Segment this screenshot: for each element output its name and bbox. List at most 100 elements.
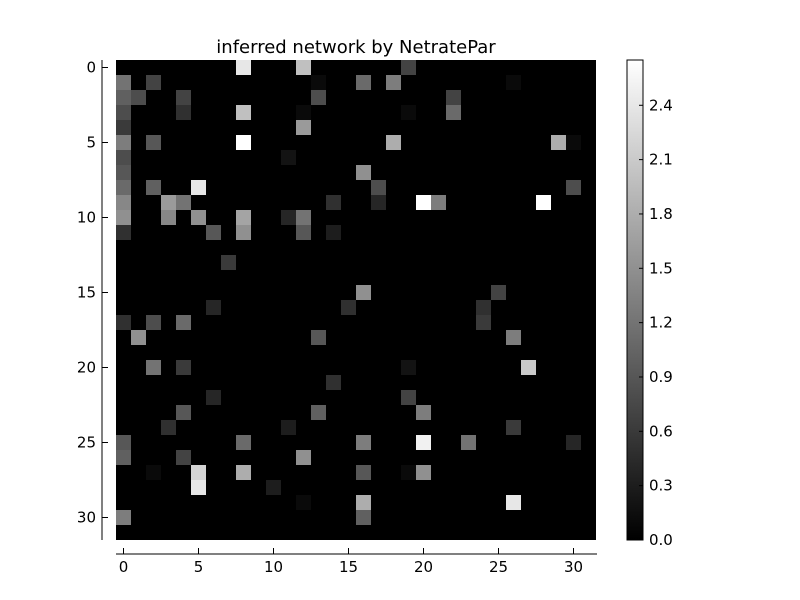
heatmap-cell (296, 225, 311, 240)
heatmap-cell (131, 330, 146, 345)
y-tick-label: 0 (86, 59, 96, 77)
heatmap-cell (146, 360, 161, 375)
heatmap-cell (296, 60, 311, 75)
x-tick-label: 0 (119, 558, 129, 576)
heatmap-cell (116, 90, 131, 105)
heatmap-cell (506, 420, 521, 435)
y-tick-label: 30 (77, 509, 96, 527)
x-tick-label: 10 (264, 558, 283, 576)
heatmap-cell (326, 225, 341, 240)
heatmap-cell (236, 465, 251, 480)
heatmap-cell (206, 390, 221, 405)
heatmap-cell (341, 300, 356, 315)
heatmap-cell (536, 195, 551, 210)
x-tick-label: 5 (194, 558, 204, 576)
heatmap-cell (311, 90, 326, 105)
heatmap-cell (116, 75, 131, 90)
y-axis-ticks: 0 5 10 15 20 25 30 (77, 59, 108, 527)
heatmap-cell (401, 105, 416, 120)
heatmap-plot (116, 60, 596, 540)
heatmap-cell (116, 435, 131, 450)
heatmap-cell (176, 315, 191, 330)
colorbar-tick-label: 1.2 (649, 314, 673, 332)
heatmap-cell (521, 360, 536, 375)
heatmap-cell (566, 135, 581, 150)
heatmap-cell (236, 105, 251, 120)
heatmap-cell (161, 210, 176, 225)
heatmap-cell (416, 195, 431, 210)
heatmap-cells (116, 60, 581, 525)
y-tick-label: 20 (77, 359, 96, 377)
heatmap-cell (476, 300, 491, 315)
heatmap-cell (116, 510, 131, 525)
heatmap-cell (401, 465, 416, 480)
heatmap-cell (161, 195, 176, 210)
heatmap-cell (371, 180, 386, 195)
heatmap-cell (566, 435, 581, 450)
heatmap-cell (131, 90, 146, 105)
heatmap-cell (116, 165, 131, 180)
heatmap-cell (236, 60, 251, 75)
heatmap-cell (296, 210, 311, 225)
y-tick-label: 15 (77, 284, 96, 302)
colorbar-tick-label: 1.8 (649, 205, 673, 223)
heatmap-cell (116, 225, 131, 240)
heatmap-cell (326, 195, 341, 210)
colorbar-tick-label: 0.9 (649, 368, 673, 386)
heatmap-cell (191, 210, 206, 225)
heatmap-cell (416, 405, 431, 420)
heatmap-cell (176, 405, 191, 420)
colorbar-tick-label: 0.0 (649, 531, 673, 549)
heatmap-cell (176, 105, 191, 120)
heatmap-cell (311, 405, 326, 420)
heatmap-cell (236, 210, 251, 225)
heatmap-cell (281, 420, 296, 435)
colorbar-tick-label: 2.4 (649, 96, 673, 114)
heatmap-cell (146, 135, 161, 150)
colorbar-tick-label: 2.1 (649, 151, 673, 169)
heatmap-cell (281, 150, 296, 165)
heatmap-cell (236, 135, 251, 150)
heatmap-cell (356, 165, 371, 180)
heatmap-cell (146, 75, 161, 90)
heatmap-cell (356, 285, 371, 300)
heatmap-cell (116, 150, 131, 165)
colorbar-tick-label: 1.5 (649, 259, 673, 277)
heatmap-cell (161, 420, 176, 435)
heatmap-cell (506, 330, 521, 345)
heatmap-cell (116, 315, 131, 330)
heatmap-cell (491, 285, 506, 300)
heatmap-cell (296, 450, 311, 465)
heatmap-cell (371, 195, 386, 210)
y-tick-label: 25 (77, 434, 96, 452)
heatmap-cell (446, 105, 461, 120)
y-tick-label: 5 (86, 134, 96, 152)
heatmap-cell (356, 465, 371, 480)
axes (101, 60, 597, 555)
heatmap-cell (266, 480, 281, 495)
heatmap-cell (146, 315, 161, 330)
x-tick-label: 30 (564, 558, 583, 576)
heatmap-cell (356, 75, 371, 90)
heatmap-cell (551, 135, 566, 150)
x-tick-label: 15 (339, 558, 358, 576)
heatmap-cell (176, 195, 191, 210)
heatmap-cell (386, 75, 401, 90)
heatmap-cell (206, 225, 221, 240)
heatmap-cell (116, 195, 131, 210)
heatmap-cell (386, 135, 401, 150)
colorbar-tick-label: 0.3 (649, 477, 673, 495)
heatmap-cell (446, 90, 461, 105)
colorbar-ticks: 0.0 0.3 0.6 0.9 1.2 1.5 1.8 2.1 2.4 (639, 96, 673, 549)
heatmap-cell (206, 300, 221, 315)
colorbar: 0.0 0.3 0.6 0.9 1.2 1.5 1.8 2.1 2.4 (626, 59, 673, 549)
heatmap-cell (326, 375, 341, 390)
heatmap-cell (236, 435, 251, 450)
heatmap-cell (356, 495, 371, 510)
heatmap-cell (356, 510, 371, 525)
heatmap-cell (296, 105, 311, 120)
chart-title: inferred network by NetratePar (216, 37, 496, 58)
heatmap-cell (116, 105, 131, 120)
heatmap-cell (116, 180, 131, 195)
